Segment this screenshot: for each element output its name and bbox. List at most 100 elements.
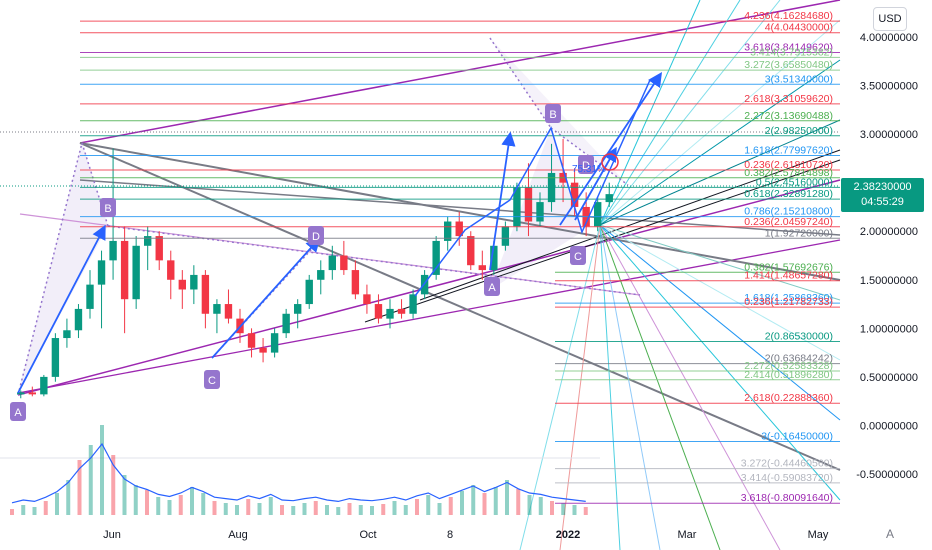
- fib-level-label: 2(0.63684242): [765, 353, 833, 365]
- volume-bar: [583, 507, 588, 515]
- time-tick-label: May: [808, 529, 829, 541]
- fib-level-label: 0.236(2.04597240): [744, 216, 833, 228]
- pattern-dotted-line: [550, 127, 629, 186]
- candle-body: [63, 330, 71, 339]
- volume-bar: [100, 425, 104, 515]
- fib-level-label: 3.414(3.7915382): [750, 46, 833, 58]
- candle-body: [201, 274, 210, 314]
- fan-line: [599, 59, 841, 226]
- wave-label-bg: [308, 226, 324, 245]
- volume-bar: [448, 497, 453, 515]
- fan-line: [519, 224, 601, 550]
- fib-level-label: 1(1.92720000): [765, 227, 833, 239]
- volume-bar: [43, 501, 48, 515]
- channel-line: [79, 142, 841, 281]
- fib-level-label: 2.618(0.22888360): [744, 392, 833, 404]
- candle-body: [86, 284, 94, 309]
- wave-label-bg: [10, 402, 26, 421]
- volume-bar: [145, 490, 149, 515]
- volume-bar: [516, 489, 521, 515]
- fan-line: [599, 224, 621, 550]
- volume-bar: [538, 497, 543, 515]
- time-tick-label: Jun: [103, 529, 121, 541]
- volume-ma-line: [11, 442, 586, 504]
- volume-bar: [572, 505, 577, 515]
- candle-body: [594, 202, 602, 227]
- fib-level-label: 1.618(2.77997620): [744, 144, 833, 156]
- candle-body: [570, 182, 579, 207]
- volume-bar: [550, 501, 554, 515]
- wave-label: D: [312, 231, 320, 243]
- wave-label-bg: [204, 370, 220, 389]
- volume-bar: [347, 503, 352, 515]
- volume-bar: [10, 509, 14, 515]
- fan-line: [599, 19, 841, 226]
- annotation-label: 75.31%: [572, 164, 606, 175]
- volume-bar: [21, 505, 26, 515]
- channel-line: [79, 179, 841, 236]
- fib-level-label: 0.382(2.57814898): [744, 167, 833, 179]
- channel-line: [17, 179, 841, 396]
- pattern-dotted-line: [489, 37, 552, 129]
- fan-line: [599, 224, 841, 501]
- volume-bar: [381, 504, 386, 515]
- price-tick-label: 1.00000000: [860, 323, 918, 335]
- fib-level-label: 1.414(1.48657280): [744, 270, 833, 282]
- fib-level-label: 3.272(-0.44460560): [741, 458, 833, 470]
- volume-bar: [392, 501, 397, 515]
- volume-bar: [178, 495, 183, 515]
- volume-bar: [212, 501, 217, 515]
- fan-line: [599, 119, 841, 226]
- wave-label-bg: [484, 277, 500, 296]
- volume-bar: [268, 497, 273, 515]
- auto-scale-button[interactable]: A: [885, 527, 894, 541]
- time-axis[interactable]: Jun Aug Oct 8 2022 Mar May: [103, 529, 829, 541]
- candle-body: [120, 240, 129, 300]
- candle-body: [270, 333, 279, 353]
- wave-label: C: [208, 375, 216, 387]
- alert-marker: [601, 153, 619, 171]
- channel-line: [79, 142, 841, 471]
- candle-body: [51, 338, 60, 377]
- time-tick-label: Oct: [359, 529, 376, 541]
- channel-line: [79, 0, 841, 144]
- time-tick-label: Aug: [228, 529, 248, 541]
- time-tick-label: 2022: [556, 529, 580, 541]
- fib-level-label: 0.382(1.57692676): [744, 261, 833, 273]
- price-tick-label: 4.00000000: [860, 32, 918, 44]
- volume-bar: [561, 503, 566, 515]
- volume-bar: [403, 505, 408, 515]
- candle-body: [432, 240, 440, 275]
- bar-countdown: 04:55:29: [861, 196, 904, 208]
- fib-level-label: 3.618(3.84149620): [744, 41, 833, 53]
- projection-arrow: [211, 237, 321, 359]
- fib-level-label: 0.618(2.32891280): [744, 188, 833, 200]
- price-tick-label: 0.00000000: [860, 420, 918, 432]
- volume-bar: [336, 507, 341, 515]
- fib-level-label: 3(3.51340000): [765, 73, 833, 85]
- fib-level-label: 3.618(-0.80091640): [741, 492, 833, 504]
- projection-arrow: [574, 146, 617, 221]
- volume-bar: [246, 499, 251, 515]
- channel-line: [17, 239, 841, 394]
- projection-path: [414, 79, 651, 297]
- currency-button[interactable]: USD: [873, 7, 907, 31]
- volume-bar: [32, 507, 37, 515]
- candle-body: [132, 245, 140, 300]
- fib-level-label: 3.414(-0.59083720): [741, 472, 833, 484]
- fan-line: [599, 0, 701, 226]
- fib-level-label: 2.414(0.51896280): [744, 369, 833, 381]
- candle-body: [294, 304, 302, 314]
- volume-bar: [482, 493, 487, 515]
- volume-bar: [280, 505, 284, 515]
- volume-bar: [313, 501, 318, 515]
- time-tick-label: Mar: [678, 529, 697, 541]
- wave-label-bg: [578, 155, 594, 174]
- wave-label-bg: [570, 246, 586, 265]
- volume-bar: [190, 487, 194, 515]
- volume-bar: [201, 493, 206, 515]
- fan-line: [599, 224, 841, 361]
- fib-level-label: 2.272(0.52583328): [744, 360, 833, 372]
